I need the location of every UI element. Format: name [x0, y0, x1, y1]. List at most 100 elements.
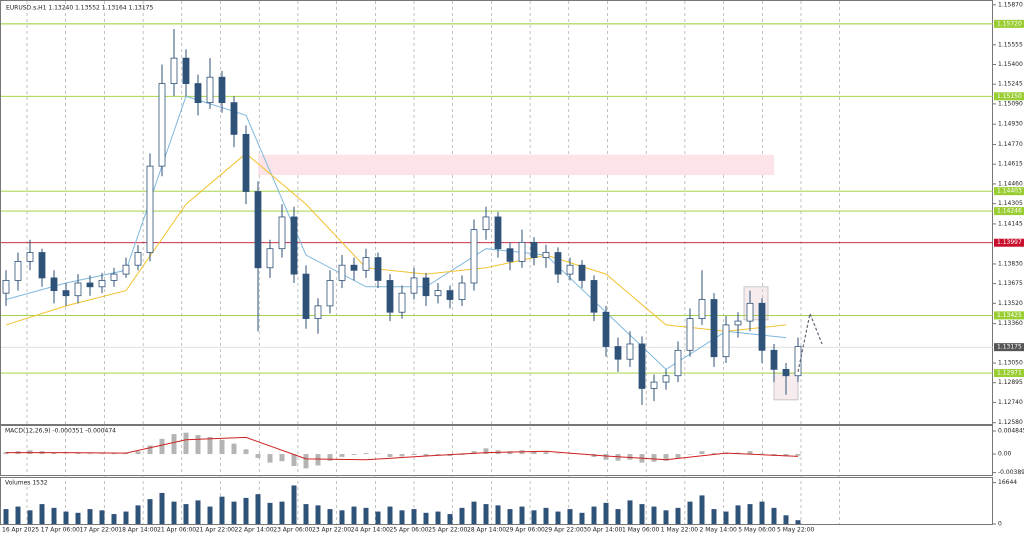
volume-bar — [435, 511, 441, 524]
macd-bar — [135, 451, 141, 455]
volume-bar — [27, 510, 33, 524]
volume-bar — [111, 514, 117, 524]
candle-body — [26, 252, 34, 262]
candle-body — [746, 302, 754, 322]
x-tick-label: 29 Apr 22:00 — [545, 527, 584, 534]
macd-bar — [423, 454, 429, 456]
volume-bar — [591, 506, 597, 524]
volume-bar — [231, 501, 237, 524]
volume-bar — [87, 509, 93, 524]
volume-bar — [495, 505, 501, 524]
macd-bar — [279, 454, 285, 462]
main-panel — [0, 0, 993, 425]
volume-bar — [195, 500, 201, 524]
volume-bar — [795, 520, 801, 524]
volume-bar — [171, 501, 177, 524]
level-label: 1.14246 — [997, 208, 1022, 215]
x-tick-label: 22 Apr 14:00 — [235, 527, 274, 534]
volume-bar — [459, 507, 465, 524]
macd-bar — [363, 453, 369, 455]
candle-body — [410, 277, 418, 294]
macd-bar — [615, 454, 621, 461]
macd-bar — [303, 454, 309, 469]
candle-body — [374, 257, 382, 281]
volume-bar — [75, 512, 81, 524]
y-tick-label: 1.14770 — [998, 141, 1023, 148]
x-tick-label: 21 Apr 22:00 — [196, 527, 235, 534]
candle-body — [398, 292, 406, 313]
volume-bar — [687, 501, 693, 524]
candle-body — [710, 299, 718, 358]
volume-bar — [759, 501, 765, 524]
candle-body — [182, 57, 190, 84]
y-tick-label: 0.004845 — [998, 428, 1024, 435]
macd-bar — [87, 453, 93, 455]
candle-body — [74, 282, 82, 297]
level-tag — [994, 311, 1024, 320]
macd-bar — [387, 454, 393, 457]
volume-bar — [411, 509, 417, 524]
macd-bar — [315, 454, 321, 466]
y-tick-label: 1.14145 — [998, 220, 1023, 227]
volume-bar — [255, 494, 261, 524]
x-tick-label: 16 Apr 2025 — [2, 527, 39, 534]
candle-body — [638, 343, 646, 389]
candle-body — [218, 76, 226, 104]
macd-bar — [219, 439, 225, 455]
volume-bar — [567, 509, 573, 524]
macd-bar — [411, 454, 417, 456]
candle-body — [134, 252, 142, 266]
volume-bar — [99, 510, 105, 524]
macd-bar — [471, 451, 477, 455]
volume-bar — [387, 506, 393, 524]
macd-bar — [171, 434, 177, 455]
volume-bar — [699, 495, 705, 524]
level-label: 1.13425 — [997, 312, 1022, 319]
volume-bar — [663, 510, 669, 524]
macd-bar — [507, 451, 513, 455]
moving-average — [5, 152, 787, 332]
candle-body — [62, 290, 70, 297]
x-tick-label: 28 Apr 14:00 — [467, 527, 506, 534]
candle-body — [434, 290, 442, 297]
macd-bar — [795, 454, 801, 456]
candle-body — [266, 248, 274, 269]
macd-bar — [339, 454, 345, 457]
y-tick-label: 1.15555 — [998, 41, 1023, 48]
volume-bar — [399, 510, 405, 524]
y-tick-label: 1.15870 — [998, 1, 1023, 8]
volume-bar — [63, 511, 69, 524]
y-tick-label: 1.14615 — [998, 161, 1023, 168]
level-label: 1.12971 — [997, 370, 1022, 377]
y-tick-label: 16644 — [998, 479, 1017, 486]
volume-bar — [531, 510, 537, 524]
macd-bar — [195, 435, 201, 455]
candle-body — [254, 191, 262, 269]
candle-body — [206, 76, 214, 104]
macd-bar — [399, 454, 405, 457]
candle-body — [290, 216, 298, 275]
x-tick-label: 24 Apr 14:00 — [351, 527, 390, 534]
candle-body — [542, 252, 550, 258]
y-tick-label: 1.14305 — [998, 200, 1023, 207]
chart-title: EURUSD.s,H1 1.13240 1.13552 1.13164 1.13… — [6, 5, 153, 12]
macd-bar — [147, 445, 153, 455]
candle-body — [422, 277, 430, 297]
volume-bar — [123, 511, 129, 524]
volume-bar — [519, 506, 525, 524]
volume-bar — [219, 496, 225, 524]
candle-body — [494, 216, 502, 250]
macd-bar — [51, 452, 57, 455]
y-tick-label: 1.14930 — [998, 121, 1023, 128]
candle-body — [578, 264, 586, 281]
volume-bar — [735, 505, 741, 524]
x-tick-label: 17 Apr 06:00 — [41, 527, 80, 534]
macd-bar — [351, 454, 357, 456]
candle-body — [506, 248, 514, 262]
level-label: 1.15150 — [997, 93, 1022, 100]
candle-body — [278, 216, 286, 250]
candle-body — [698, 299, 706, 319]
candle-body — [122, 264, 130, 275]
macd-bar — [759, 453, 765, 455]
